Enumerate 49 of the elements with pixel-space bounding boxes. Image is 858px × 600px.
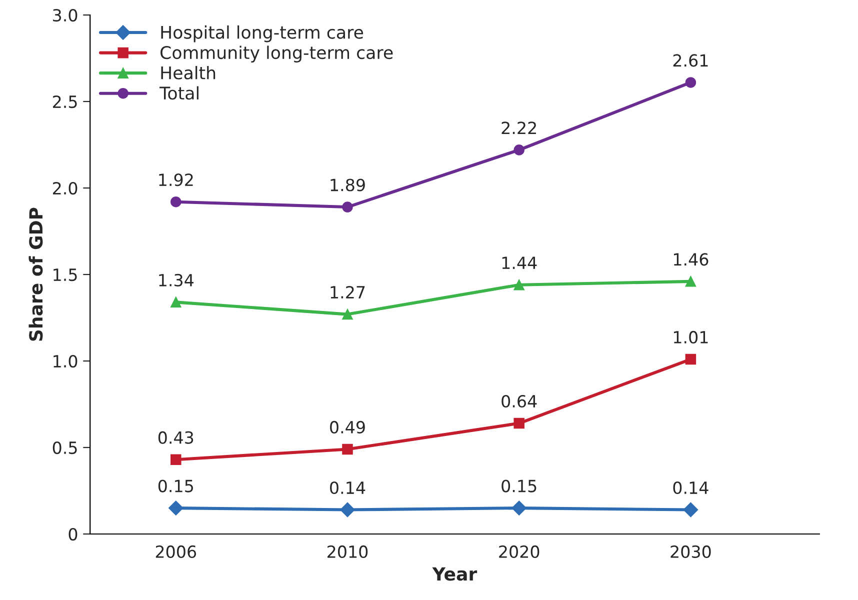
legend-label: Hospital long-term care bbox=[161, 25, 364, 42]
data-label: 1.01 bbox=[674, 330, 708, 344]
point bbox=[170, 296, 182, 308]
point bbox=[340, 502, 355, 518]
legend-label: Total bbox=[159, 86, 198, 100]
y-tick-label: 1.5 bbox=[54, 268, 77, 282]
point bbox=[514, 280, 524, 290]
data-label: 0.14 bbox=[330, 481, 366, 494]
point bbox=[342, 308, 353, 320]
legend-label: Health bbox=[161, 66, 216, 80]
x-axis-title: Year bbox=[432, 567, 478, 581]
y-tick-label: 3.0 bbox=[53, 8, 78, 22]
y-tick-label: 0.5 bbox=[52, 441, 77, 454]
point bbox=[683, 502, 698, 518]
x-tick-label: 2030 bbox=[670, 545, 711, 558]
point bbox=[685, 77, 696, 88]
data-label: 1.34 bbox=[159, 274, 194, 286]
point bbox=[685, 276, 696, 287]
legend-label: Community long-term care bbox=[160, 46, 393, 62]
data-label: 0.43 bbox=[158, 431, 194, 444]
y-tick-label: 2.0 bbox=[53, 182, 78, 195]
y-axis-title: Share of GDP bbox=[28, 208, 43, 341]
data-label: 1.89 bbox=[330, 178, 365, 192]
data-label: 1.44 bbox=[502, 256, 537, 269]
x-tick-label: 2006 bbox=[156, 545, 196, 558]
data-label: 2.22 bbox=[502, 122, 536, 134]
y-tick-label: 1.0 bbox=[54, 354, 78, 368]
data-label: 1.92 bbox=[159, 174, 193, 186]
point bbox=[514, 418, 524, 429]
data-label: 0.15 bbox=[502, 480, 536, 492]
point bbox=[342, 202, 353, 212]
point bbox=[170, 196, 182, 208]
data-label: 0.64 bbox=[502, 394, 537, 408]
data-label: 1.27 bbox=[330, 286, 365, 298]
data-label: 0.15 bbox=[158, 480, 193, 492]
data-label: 1.46 bbox=[674, 253, 708, 266]
point bbox=[514, 144, 524, 156]
data-label: 2.61 bbox=[673, 54, 708, 67]
point bbox=[168, 500, 184, 516]
point bbox=[170, 454, 182, 465]
data-label: 0.14 bbox=[673, 481, 708, 494]
data-label: 0.49 bbox=[330, 420, 365, 434]
x-tick-label: 2020 bbox=[499, 545, 540, 558]
point bbox=[512, 500, 526, 516]
point bbox=[685, 354, 696, 365]
point bbox=[342, 444, 353, 455]
x-tick-label: 2010 bbox=[328, 545, 368, 558]
y-tick-label: 2.5 bbox=[53, 95, 77, 108]
y-tick-label: 0 bbox=[68, 528, 78, 541]
